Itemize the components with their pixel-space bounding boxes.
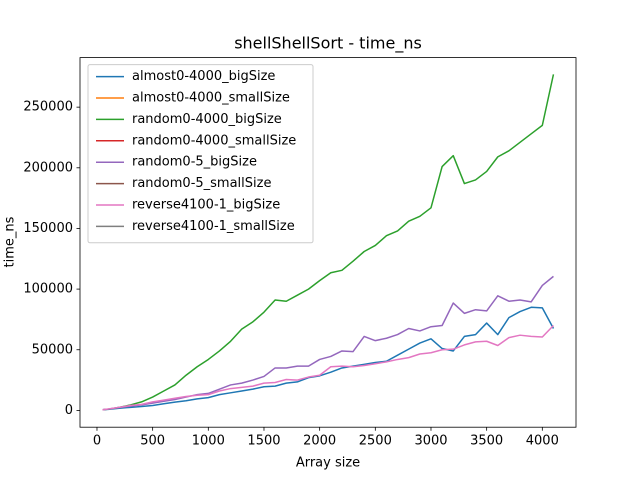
x-tick-label: 3500 bbox=[470, 434, 503, 449]
legend-label: almost0-4000_smallSize bbox=[132, 91, 290, 106]
x-axis-label: Array size bbox=[296, 456, 360, 471]
legend-label: random0-4000_smallSize bbox=[132, 133, 296, 148]
x-tick-label: 3000 bbox=[414, 434, 447, 449]
x-tick-label: 0 bbox=[93, 434, 101, 449]
y-tick-label: 0 bbox=[65, 403, 73, 418]
axes-frame bbox=[79, 57, 577, 428]
series-line bbox=[102, 306, 555, 411]
x-tick-label: 1500 bbox=[247, 434, 280, 449]
legend-label: random0-5_bigSize bbox=[132, 155, 257, 170]
legend-label: reverse4100-1_smallSize bbox=[132, 219, 295, 234]
y-tick-label: 200000 bbox=[23, 160, 73, 175]
x-tick-label: 2000 bbox=[303, 434, 336, 449]
legend-box bbox=[87, 64, 314, 244]
x-tick-label: 4000 bbox=[526, 434, 559, 449]
chart-title: shellShellSort - time_ns bbox=[234, 34, 422, 54]
x-tick-label: 1000 bbox=[192, 434, 225, 449]
legend-label: reverse4100-1_bigSize bbox=[132, 198, 280, 213]
series-line bbox=[102, 275, 554, 411]
series-line bbox=[102, 324, 554, 411]
x-tick-label: 2500 bbox=[359, 434, 392, 449]
y-tick-label: 250000 bbox=[23, 100, 73, 115]
y-tick-label: 150000 bbox=[23, 221, 73, 236]
y-tick-label: 50000 bbox=[32, 342, 73, 357]
legend-label: random0-4000_bigSize bbox=[132, 112, 282, 127]
x-tick-label: 500 bbox=[140, 434, 165, 449]
legend-label: random0-5_smallSize bbox=[132, 176, 271, 191]
legend-label: almost0-4000_bigSize bbox=[132, 69, 275, 84]
y-axis-label: time_ns bbox=[3, 216, 18, 267]
series-line bbox=[102, 74, 555, 411]
y-tick-label: 100000 bbox=[23, 282, 73, 297]
